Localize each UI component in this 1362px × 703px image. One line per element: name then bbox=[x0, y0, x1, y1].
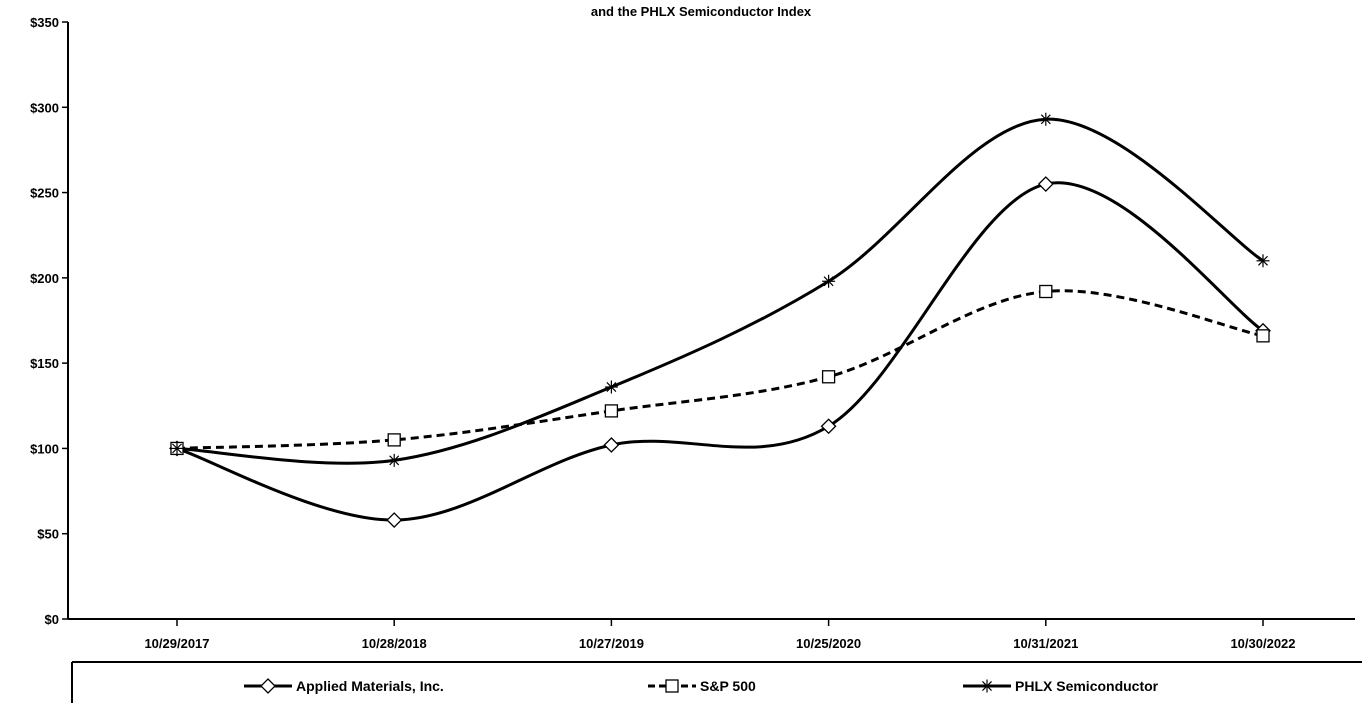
legend-label: S&P 500 bbox=[700, 678, 756, 694]
data-point-phlx-semiconductor bbox=[1039, 112, 1053, 126]
x-tick-label: 10/25/2020 bbox=[796, 636, 861, 651]
data-point-phlx-semiconductor bbox=[170, 441, 184, 455]
data-point-phlx-semiconductor bbox=[822, 274, 836, 288]
data-point-applied-materials-inc bbox=[603, 437, 620, 453]
chart-title: and the PHLX Semiconductor Index bbox=[591, 4, 812, 19]
data-point-phlx-semiconductor bbox=[1256, 254, 1270, 268]
data-point-phlx-semiconductor bbox=[387, 453, 401, 467]
data-point-applied-materials-inc bbox=[386, 512, 403, 528]
data-point-s-p-500 bbox=[1256, 329, 1270, 343]
series-layer bbox=[169, 112, 1271, 528]
legend-label: Applied Materials, Inc. bbox=[296, 678, 444, 694]
data-point-phlx-semiconductor bbox=[604, 380, 618, 394]
x-tick-label: 10/31/2021 bbox=[1013, 636, 1078, 651]
data-point-applied-materials-inc bbox=[820, 418, 837, 435]
data-point-s-p-500 bbox=[1039, 284, 1053, 299]
data-point-s-p-500 bbox=[387, 433, 401, 447]
y-tick-label: $200 bbox=[30, 271, 59, 286]
series-line-applied-materials-inc bbox=[176, 181, 1264, 522]
y-tick-label: $300 bbox=[30, 100, 59, 115]
y-tick-label: $100 bbox=[30, 441, 59, 456]
legend: Applied Materials, Inc. S&P 500 PHLX Semic… bbox=[71, 661, 1362, 703]
legend-marker bbox=[980, 679, 994, 693]
x-tick-label: 10/27/2019 bbox=[579, 636, 644, 651]
data-point-applied-materials-inc bbox=[1037, 176, 1054, 192]
series-line-s-p-500 bbox=[176, 289, 1264, 450]
y-tick-label: $50 bbox=[37, 527, 59, 542]
data-point-s-p-500 bbox=[821, 370, 836, 384]
x-tick-label: 10/29/2017 bbox=[144, 636, 209, 651]
x-tick-label: 10/28/2018 bbox=[362, 636, 427, 651]
y-tick-label: $150 bbox=[30, 356, 59, 371]
data-point-s-p-500 bbox=[604, 404, 619, 418]
legend-marker bbox=[260, 678, 276, 694]
y-tick-label: $350 bbox=[30, 15, 59, 30]
y-tick-label: $0 bbox=[45, 612, 59, 627]
x-tick-label: 10/30/2022 bbox=[1230, 636, 1295, 651]
axes: $0 $50 $100 $150 $200 $250 $300 $350 10/29/2017 1… bbox=[30, 15, 1355, 651]
series-line-phlx-semiconductor bbox=[176, 117, 1264, 465]
y-tick-label: $250 bbox=[30, 186, 59, 201]
legend-marker bbox=[665, 679, 679, 693]
legend-label: PHLX Semiconductor bbox=[1015, 678, 1159, 694]
